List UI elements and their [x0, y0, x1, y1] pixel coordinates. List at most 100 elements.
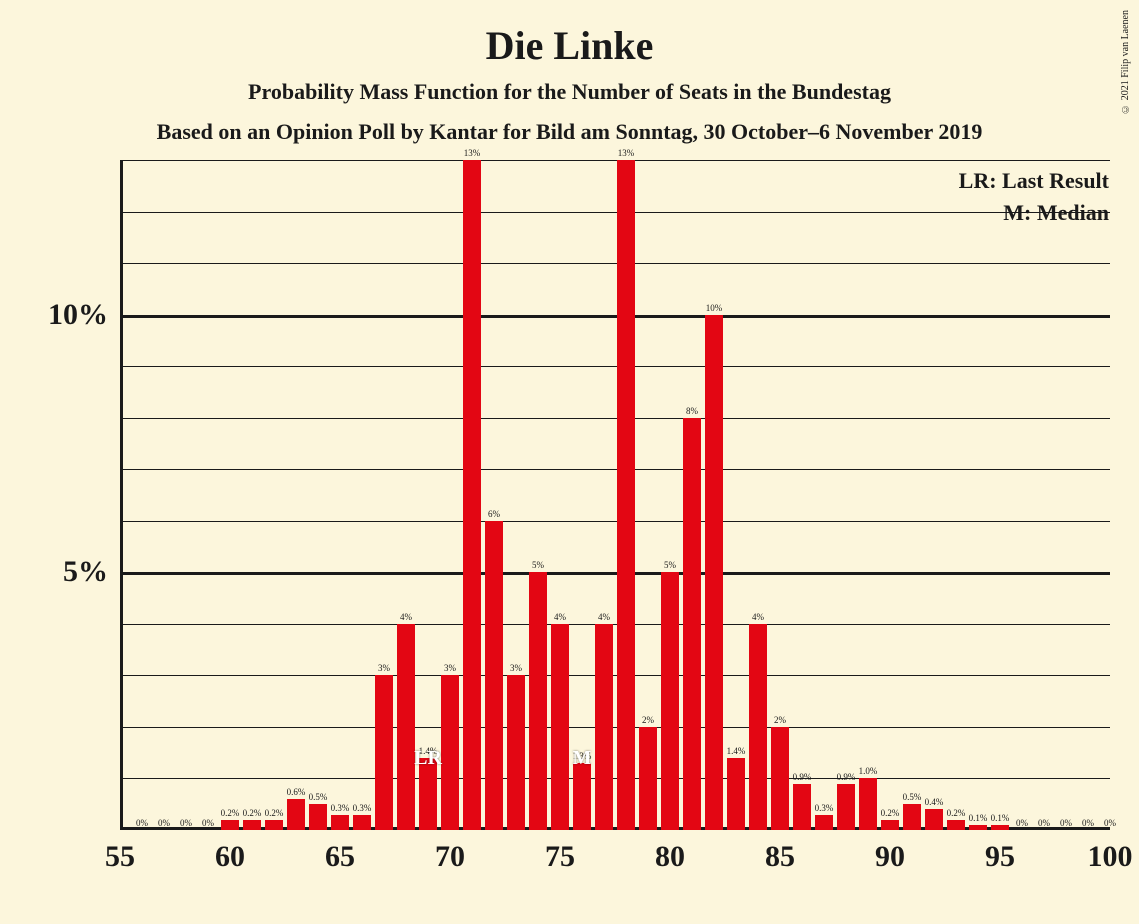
bar-value-label: 0.9%	[793, 772, 812, 782]
bar: 3%	[375, 675, 393, 830]
bar-value-label: 5%	[664, 560, 676, 570]
gridline	[120, 469, 1110, 470]
bar: 0.4%	[925, 809, 943, 830]
bar-value-label: 0.3%	[331, 803, 350, 813]
bar: 0.9%	[793, 784, 811, 830]
bar-value-label: 0.5%	[309, 792, 328, 802]
bar-value-label: 4%	[752, 612, 764, 622]
bar-value-label: 4%	[598, 612, 610, 622]
bar-value-label: 0%	[1104, 818, 1116, 828]
x-tick-label: 80	[655, 840, 685, 874]
x-tick-label: 85	[765, 840, 795, 874]
bar-value-label: 0.6%	[287, 787, 306, 797]
bar-value-label: 1.4%	[727, 746, 746, 756]
gridline	[120, 366, 1110, 367]
bar-value-label: 0.2%	[221, 808, 240, 818]
bar: 0.3%	[331, 815, 349, 830]
gridline	[120, 675, 1110, 676]
bar-value-label: 0%	[1082, 818, 1094, 828]
bar-value-label: 5%	[532, 560, 544, 570]
gridline	[120, 418, 1110, 419]
bar-value-label: 0%	[1016, 818, 1028, 828]
bar: 0.2%	[221, 820, 239, 830]
bar: 3%	[441, 675, 459, 830]
bar-value-label: 0%	[180, 818, 192, 828]
gridline	[120, 160, 1110, 161]
bar: 3%	[507, 675, 525, 830]
bar: 0.2%	[265, 820, 283, 830]
bar-value-label: 13%	[464, 148, 481, 158]
gridline	[120, 778, 1110, 779]
bar: 0.1%	[969, 825, 987, 830]
bar: 1.0%	[859, 778, 877, 830]
x-tick-label: 90	[875, 840, 905, 874]
bar: 1.4%	[727, 758, 745, 830]
bar-value-label: 0.2%	[265, 808, 284, 818]
bar: 0.5%	[903, 804, 921, 830]
gridline	[120, 727, 1110, 728]
bar: 2%	[639, 727, 657, 830]
chart-title: Die Linke	[0, 0, 1139, 69]
y-tick-label: 5%	[63, 555, 108, 589]
bar: 0.2%	[947, 820, 965, 830]
bar: 8%	[683, 418, 701, 830]
chart-subtitle-1: Probability Mass Function for the Number…	[0, 79, 1139, 105]
bar-value-label: 0.1%	[991, 813, 1010, 823]
bar: 5%	[661, 572, 679, 830]
median-marker: M	[573, 747, 592, 770]
y-tick-label: 10%	[48, 298, 108, 332]
bar-value-label: 3%	[378, 663, 390, 673]
bar-value-label: 0.4%	[925, 797, 944, 807]
x-tick-label: 100	[1088, 840, 1133, 874]
bar-value-label: 0.3%	[353, 803, 372, 813]
copyright-text: © 2021 Filip van Laenen	[1120, 10, 1131, 114]
bar-value-label: 0%	[202, 818, 214, 828]
gridline	[120, 263, 1110, 264]
bar-value-label: 10%	[706, 303, 723, 313]
bar: 0.6%	[287, 799, 305, 830]
bar-value-label: 0%	[136, 818, 148, 828]
bar-value-label: 3%	[510, 663, 522, 673]
chart-subtitle-2: Based on an Opinion Poll by Kantar for B…	[0, 119, 1139, 145]
y-axis-line	[120, 160, 123, 830]
bar: 0.5%	[309, 804, 327, 830]
bar-value-label: 2%	[642, 715, 654, 725]
bar-value-label: 13%	[618, 148, 635, 158]
chart-plot-area: 5%10%5560657075808590951000%0%0%0%0.2%0.…	[120, 160, 1110, 830]
bar-value-label: 2%	[774, 715, 786, 725]
bar: 4%	[595, 624, 613, 830]
bar: 0.9%	[837, 784, 855, 830]
x-tick-label: 65	[325, 840, 355, 874]
bar-value-label: 0%	[1038, 818, 1050, 828]
bar: 2%	[771, 727, 789, 830]
gridline	[120, 315, 1110, 318]
gridline	[120, 572, 1110, 575]
x-tick-label: 95	[985, 840, 1015, 874]
bar: 0.2%	[243, 820, 261, 830]
gridline	[120, 521, 1110, 522]
bar-value-label: 0.9%	[837, 772, 856, 782]
bar-value-label: 0.2%	[947, 808, 966, 818]
bar: 4%	[397, 624, 415, 830]
bar-value-label: 4%	[400, 612, 412, 622]
bar: 5%	[529, 572, 547, 830]
bar: 0.3%	[815, 815, 833, 830]
bar-value-label: 0.1%	[969, 813, 988, 823]
bar: 13%	[463, 160, 481, 830]
gridline	[120, 624, 1110, 625]
lr-marker: LR	[414, 747, 442, 770]
bar-value-label: 4%	[554, 612, 566, 622]
gridline	[120, 212, 1110, 213]
bar-value-label: 6%	[488, 509, 500, 519]
bar-value-label: 0.2%	[881, 808, 900, 818]
bar: 6%	[485, 521, 503, 830]
bar: 4%	[749, 624, 767, 830]
bar-value-label: 0.3%	[815, 803, 834, 813]
bar-value-label: 0%	[1060, 818, 1072, 828]
bar-value-label: 0%	[158, 818, 170, 828]
bar-value-label: 1.0%	[859, 766, 878, 776]
bar: 10%	[705, 315, 723, 830]
bar-value-label: 8%	[686, 406, 698, 416]
x-tick-label: 70	[435, 840, 465, 874]
bar: 13%	[617, 160, 635, 830]
